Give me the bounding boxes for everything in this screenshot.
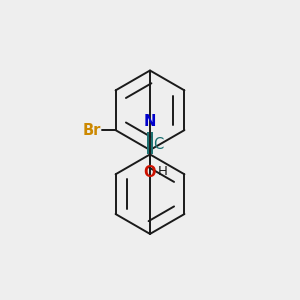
Text: O: O <box>144 165 156 180</box>
Text: Br: Br <box>82 123 101 138</box>
Text: C: C <box>154 137 164 152</box>
Text: H: H <box>158 165 168 178</box>
Text: N: N <box>144 114 156 129</box>
